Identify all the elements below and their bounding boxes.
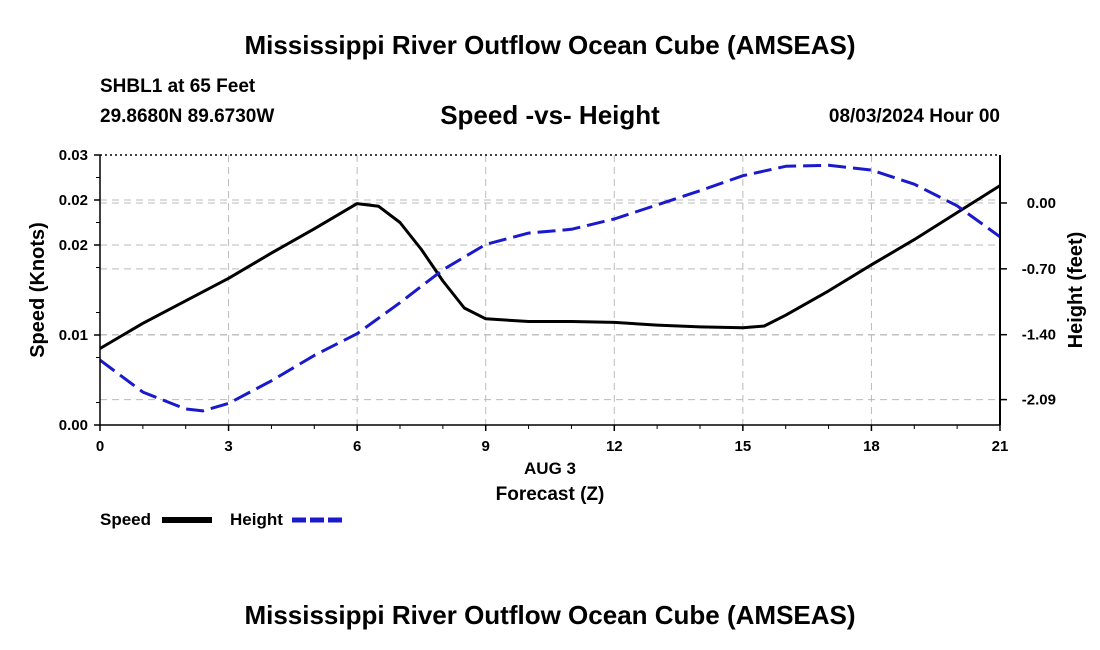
y-tick-label: 0.02 xyxy=(59,192,88,209)
legend-height-swatch xyxy=(292,517,342,523)
y2-tick-label: -0.70 xyxy=(1022,261,1056,278)
y2-tick-label: -2.09 xyxy=(1022,392,1056,409)
x-date-label: AUG 3 xyxy=(524,459,576,478)
x-tick-label: 6 xyxy=(353,438,361,455)
y-tick-label: 0.02 xyxy=(59,237,88,254)
legend-speed-swatch xyxy=(162,517,212,523)
x-tick-label: 18 xyxy=(863,438,880,455)
y2-tick-label: -1.40 xyxy=(1022,327,1056,344)
forecast-datetime: 08/03/2024 Hour 00 xyxy=(828,106,1000,127)
series-height-line xyxy=(99,163,1001,413)
y-tick-label: 0.03 xyxy=(59,147,88,164)
x-tick-label: 3 xyxy=(224,438,232,455)
x-tick-label: 12 xyxy=(606,438,623,455)
chart-title: Speed -vs- Height xyxy=(440,100,660,130)
series-speed-line xyxy=(99,184,1001,350)
x-tick-label: 15 xyxy=(735,438,752,455)
y-axis-title: Speed (Knots) xyxy=(27,222,49,358)
x-tick-label: 9 xyxy=(482,438,490,455)
legend-speed-label: Speed xyxy=(100,510,152,529)
page-title: Mississippi River Outflow Ocean Cube (AM… xyxy=(244,30,856,60)
plot-frame xyxy=(99,154,1001,426)
x-axis-title: Forecast (Z) xyxy=(496,484,605,505)
y-tick-label: 0.01 xyxy=(59,327,88,344)
coordinates-label: 29.8680N 89.6730W xyxy=(100,106,275,127)
y2-tick-label: 0.00 xyxy=(1027,195,1056,212)
axis-layer: 0 3 6 9 12 15 18 21 0.00 0.01 0.02 0.02 0.03 0.00 -0.7… xyxy=(27,147,1087,505)
footer-title: Mississippi River Outflow Ocean Cube (AM… xyxy=(244,600,856,630)
speed-height-chart: 0 3 6 9 12 15 18 21 0.00 0.01 0.02 0.02 0.03 0.00 -0.7… xyxy=(27,147,1087,505)
station-label: SHBL1 at 65 Feet xyxy=(100,76,256,97)
x-tick-label: 0 xyxy=(96,438,104,455)
y-tick-label: 0.00 xyxy=(59,417,88,434)
y2-axis-title: Height (feet) xyxy=(1065,232,1087,349)
x-tick-label: 21 xyxy=(992,438,1009,455)
legend-height-label: Height xyxy=(230,510,283,529)
series-layer xyxy=(99,163,1001,413)
grid-layer xyxy=(100,155,1000,425)
